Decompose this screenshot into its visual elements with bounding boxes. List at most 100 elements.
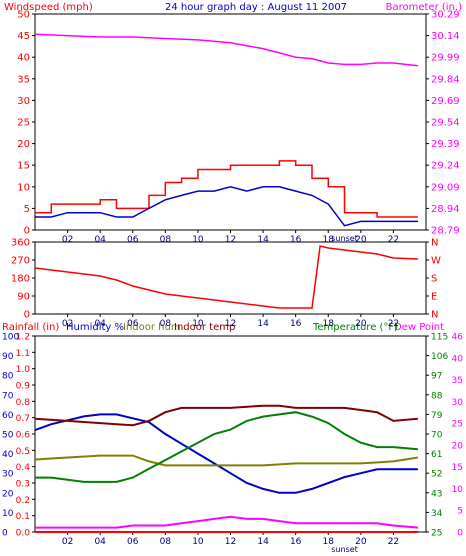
- rain-ytick-label: 1.1: [16, 349, 30, 359]
- p1-xtick-label: 06: [127, 235, 139, 245]
- wind-ytick-label: 20: [17, 139, 30, 150]
- wind-ytick-label: 15: [17, 161, 30, 172]
- baro-ytick-label: 29.84: [431, 74, 460, 85]
- p3-xtick-label: 02: [62, 537, 73, 547]
- baro-ytick-label: 28.79: [431, 226, 460, 237]
- series-barometer-in-: [34, 33, 418, 67]
- legend-dew-point: Dew Point: [394, 322, 444, 333]
- legend-temperature: Temperature (°F): [312, 322, 398, 333]
- rain-ytick-label: 0.3: [16, 480, 30, 490]
- tempc-ytick-label: 46: [452, 333, 464, 343]
- baro-ytick-label: 28.94: [431, 204, 460, 215]
- compass-ytick-label: N: [431, 310, 438, 321]
- p2-xtick-label: 12: [225, 319, 236, 329]
- wind-ytick-label: 40: [17, 53, 30, 64]
- p1-sunset-label: sunset: [331, 234, 358, 243]
- tempf-ytick-label: 61: [431, 450, 442, 460]
- humidity-ytick-label: 100: [2, 333, 19, 343]
- dir-ytick-label: 90: [17, 292, 30, 303]
- tempf-ytick-label: 25: [431, 529, 442, 539]
- p1-xtick-label: 08: [160, 235, 172, 245]
- baro-ytick-label: 29.09: [431, 182, 460, 193]
- p2-xtick-label: 22: [388, 319, 399, 329]
- baro-ytick-label: 30.29: [431, 10, 460, 21]
- humidity-ytick-label: 80: [2, 372, 14, 382]
- humidity-ytick-label: 20: [2, 489, 14, 499]
- tempc-ytick-label: 40: [452, 354, 464, 364]
- compass-ytick-label: S: [431, 274, 437, 285]
- tempf-ytick-label: 79: [431, 411, 443, 421]
- p2-xtick-label: 16: [290, 319, 302, 329]
- p3-xtick-label: 14: [257, 537, 269, 547]
- p3-xtick-label: 20: [355, 537, 367, 547]
- baro-ytick-label: 29.54: [431, 118, 460, 129]
- wind-ytick-label: 10: [17, 182, 30, 193]
- tempc-ytick-label: 5: [457, 507, 463, 517]
- rain-ytick-label: 0.1: [16, 512, 30, 522]
- p2-xtick-label: 08: [160, 319, 172, 329]
- wind-ytick-label: 30: [17, 96, 30, 107]
- humidity-ytick-label: 30: [2, 470, 14, 480]
- tempc-ytick-label: 30: [452, 398, 464, 408]
- tempf-ytick-label: 88: [431, 391, 443, 401]
- p1-xtick-label: 14: [257, 235, 269, 245]
- humidity-ytick-label: 40: [2, 450, 14, 460]
- series-dew-point: [35, 515, 418, 529]
- series-temperature-f-: [35, 411, 418, 483]
- wind-ytick-label: 50: [17, 10, 30, 21]
- rain-ytick-label: 0.4: [16, 463, 31, 473]
- baro-ytick-label: 30.14: [431, 31, 460, 42]
- compass-ytick-label: N: [431, 238, 438, 249]
- p3-xtick-label: 10: [192, 537, 204, 547]
- tempc-ytick-label: 0: [457, 529, 463, 539]
- legend-indoor-temp: Indoor temp: [174, 322, 235, 333]
- p3-sunset-label: sunset: [331, 545, 358, 554]
- chart-title: 24 hour graph day : August 11 2007: [165, 2, 347, 13]
- series-humidity-: [34, 413, 418, 494]
- baro-ytick-label: 29.99: [431, 53, 460, 64]
- p1-xtick-label: 12: [225, 235, 236, 245]
- rain-ytick-label: 0.8: [16, 398, 31, 408]
- wind-ytick-label: 35: [17, 74, 30, 85]
- rain-ytick-label: 0.9: [16, 382, 31, 392]
- compass-ytick-label: W: [431, 256, 441, 267]
- rain-ytick-label: 0.0: [16, 529, 31, 539]
- baro-ytick-label: 29.69: [431, 96, 460, 107]
- series-indoor-temp: [34, 404, 418, 427]
- p2-xtick-label: 04: [94, 319, 106, 329]
- tempf-ytick-label: 106: [431, 352, 448, 362]
- tempc-ytick-label: 25: [452, 420, 463, 430]
- baro-ytick-label: 29.24: [431, 161, 460, 172]
- dir-ytick-label: 270: [11, 256, 30, 267]
- legend-rainfall: Rainfall (in): [2, 322, 59, 333]
- rain-ytick-label: 1.2: [16, 333, 30, 343]
- humidity-ytick-label: 10: [2, 509, 14, 519]
- tempc-ytick-label: 10: [452, 485, 464, 495]
- p3-xtick-label: 18: [323, 537, 335, 547]
- p3-xtick-label: 06: [127, 537, 139, 547]
- p3-xtick-label: 04: [94, 537, 106, 547]
- p2-xtick-label: 06: [127, 319, 139, 329]
- p3-xtick-label: 22: [388, 537, 399, 547]
- wind-ytick-label: 45: [17, 31, 30, 42]
- tempf-ytick-label: 43: [431, 489, 442, 499]
- series-wind-direction: [34, 245, 418, 309]
- p2-xtick-label: 02: [62, 319, 73, 329]
- tempf-ytick-label: 52: [431, 470, 442, 480]
- barometer-axis-label: Barometer (in.): [386, 2, 462, 13]
- series-indoor-hum: [34, 454, 419, 467]
- dir-ytick-label: 180: [11, 274, 30, 285]
- legend-indoor-hum: Indoor hum: [123, 322, 181, 333]
- dir-ytick-label: 360: [11, 238, 30, 249]
- dir-ytick-label: 0: [24, 310, 30, 321]
- humidity-ytick-label: 70: [2, 391, 14, 401]
- p2-xtick-label: 20: [355, 319, 367, 329]
- tempf-ytick-label: 115: [431, 333, 448, 343]
- series-wind-avg-mph-: [35, 186, 418, 227]
- tempc-ytick-label: 35: [452, 376, 463, 386]
- humidity-ytick-label: 50: [2, 431, 14, 441]
- p2-xtick-label: 14: [257, 319, 269, 329]
- p1-xtick-label: 22: [388, 235, 399, 245]
